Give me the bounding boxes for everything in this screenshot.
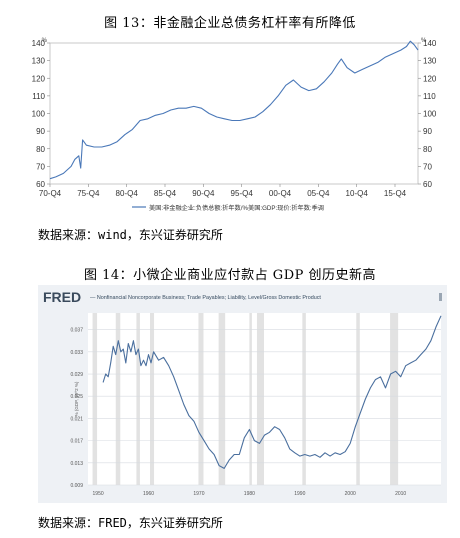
figure1-source: 数据来源：wind，东兴证券研究所 bbox=[38, 228, 223, 242]
left-tick-label: 70 bbox=[36, 162, 45, 171]
x-tick-label: 80-Q4 bbox=[116, 189, 139, 198]
left-tick-label: 130 bbox=[32, 57, 46, 66]
x-tick-label: 85-Q4 bbox=[154, 189, 177, 198]
y-tick-label: 0.021 bbox=[70, 416, 83, 422]
recession-band bbox=[218, 313, 226, 485]
figure2-source: 数据来源：FRED，东兴证券研究所 bbox=[38, 516, 223, 530]
x-tick-label: 1970 bbox=[193, 491, 204, 497]
right-axis-unit: % bbox=[421, 38, 427, 44]
left-tick-label: 120 bbox=[32, 74, 46, 83]
x-tick-label: 75-Q4 bbox=[77, 189, 100, 198]
x-tick-label: 2010 bbox=[395, 491, 406, 497]
figure1-caption: 图 13：非金融企业总债务杠杆率有所降低 bbox=[104, 16, 356, 31]
series-line-debt-to-gdp bbox=[49, 40, 419, 180]
fred-menu-icon bbox=[439, 293, 442, 301]
x-tick-label: 05-Q4 bbox=[307, 189, 330, 198]
fred-logo: FRED bbox=[43, 289, 81, 305]
fred-plot-area bbox=[88, 313, 441, 485]
x-tick-label: 00-Q4 bbox=[269, 189, 292, 198]
x-tick-label: 1980 bbox=[244, 491, 255, 497]
y-tick-label: 0.009 bbox=[70, 483, 83, 489]
y-tick-label: 0.037 bbox=[70, 328, 83, 334]
legend-label: 美国:非金融企业:负债总额:折年数/%美国:GDP:现价:折年数:季调 bbox=[149, 204, 324, 212]
right-tick-label: 140 bbox=[423, 39, 437, 48]
right-tick-label: 80 bbox=[423, 145, 432, 154]
left-tick-label: 110 bbox=[32, 92, 45, 101]
recession-band bbox=[249, 313, 252, 485]
x-tick-label: 15-Q4 bbox=[384, 189, 407, 198]
recession-band bbox=[390, 313, 399, 485]
y-tick-label: 0.025 bbox=[70, 394, 83, 400]
right-tick-label: 120 bbox=[423, 74, 437, 83]
chart1: % % 60 60 70 70 80 80 90 90 100 100 110 110 120 120 130 1… bbox=[32, 38, 437, 212]
recession-band bbox=[356, 313, 360, 485]
left-tick-label: 100 bbox=[32, 110, 46, 119]
right-tick-label: 60 bbox=[423, 180, 432, 189]
left-tick-label: 90 bbox=[36, 127, 45, 136]
fred-chart-title: — Nonfinancial Noncorporate Business; Tr… bbox=[90, 295, 321, 301]
x-tick-label: 1990 bbox=[294, 491, 305, 497]
y-tick-label: 0.017 bbox=[70, 439, 83, 445]
right-tick-label: 90 bbox=[423, 127, 432, 136]
recession-band bbox=[198, 313, 204, 485]
recession-band bbox=[150, 313, 155, 485]
left-tick-label: 60 bbox=[36, 180, 45, 189]
y-tick-label: 0.013 bbox=[70, 461, 83, 467]
x-tick-label: 1950 bbox=[93, 491, 104, 497]
chart2: FRED — Nonfinancial Noncorporate Business… bbox=[38, 285, 447, 503]
figure2-caption: 图 14：小微企业商业应付款占 GDP 创历史新高 bbox=[84, 268, 376, 283]
right-tick-label: 70 bbox=[423, 162, 432, 171]
right-tick-label: 110 bbox=[423, 92, 436, 101]
left-tick-label: 140 bbox=[32, 39, 46, 48]
left-tick-label: 80 bbox=[36, 145, 45, 154]
x-tick-label: 70-Q4 bbox=[39, 189, 62, 198]
x-tick-label: 10-Q4 bbox=[346, 189, 369, 198]
right-tick-label: 100 bbox=[423, 110, 437, 119]
x-tick-label: 2000 bbox=[345, 491, 356, 497]
plot-frame bbox=[49, 42, 419, 185]
x-tick-label: 90-Q4 bbox=[192, 189, 215, 198]
y-tick-label: 0.029 bbox=[70, 372, 83, 378]
y-axis-label: % (GDP, 10^2 %) bbox=[74, 381, 79, 416]
fred-chart-frame: FRED — Nonfinancial Noncorporate Business… bbox=[38, 285, 447, 503]
recession-band bbox=[115, 313, 121, 485]
x-tick-label: 95-Q4 bbox=[231, 189, 254, 198]
y-tick-label: 0.033 bbox=[70, 350, 83, 356]
recession-band bbox=[136, 313, 140, 485]
series-line-trade-payables-to-gdp bbox=[102, 315, 442, 469]
recession-band bbox=[92, 313, 98, 485]
recession-band bbox=[302, 313, 306, 485]
x-tick-label: 1960 bbox=[143, 491, 154, 497]
left-axis-unit: % bbox=[42, 38, 48, 44]
recession-band bbox=[256, 313, 264, 485]
right-tick-label: 130 bbox=[423, 57, 437, 66]
